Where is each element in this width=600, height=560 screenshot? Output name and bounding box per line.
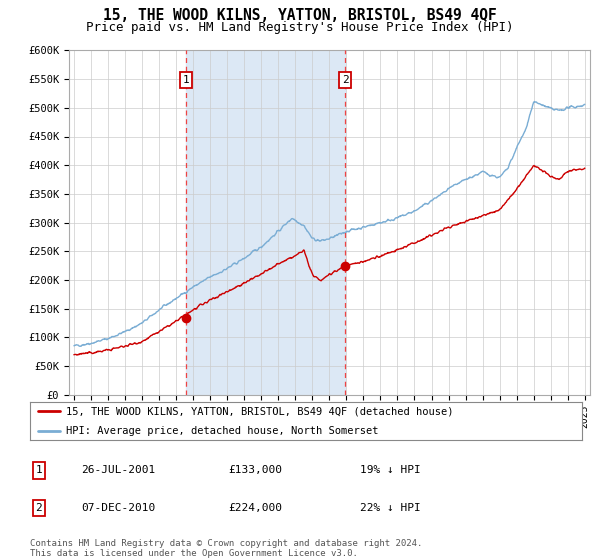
Text: £224,000: £224,000: [228, 503, 282, 513]
Text: Price paid vs. HM Land Registry's House Price Index (HPI): Price paid vs. HM Land Registry's House …: [86, 21, 514, 34]
Text: 1: 1: [35, 465, 43, 475]
Text: 1: 1: [182, 75, 189, 85]
Text: 15, THE WOOD KILNS, YATTON, BRISTOL, BS49 4QF (detached house): 15, THE WOOD KILNS, YATTON, BRISTOL, BS4…: [66, 406, 454, 416]
Text: 22% ↓ HPI: 22% ↓ HPI: [360, 503, 421, 513]
Text: £133,000: £133,000: [228, 465, 282, 475]
Text: Contains HM Land Registry data © Crown copyright and database right 2024.
This d: Contains HM Land Registry data © Crown c…: [30, 539, 422, 558]
Text: 26-JUL-2001: 26-JUL-2001: [81, 465, 155, 475]
Text: 2: 2: [35, 503, 43, 513]
Text: 2: 2: [342, 75, 349, 85]
Text: 15, THE WOOD KILNS, YATTON, BRISTOL, BS49 4QF: 15, THE WOOD KILNS, YATTON, BRISTOL, BS4…: [103, 8, 497, 24]
Text: 19% ↓ HPI: 19% ↓ HPI: [360, 465, 421, 475]
Text: HPI: Average price, detached house, North Somerset: HPI: Average price, detached house, Nort…: [66, 426, 379, 436]
Bar: [186, 50, 345, 395]
Text: 07-DEC-2010: 07-DEC-2010: [81, 503, 155, 513]
